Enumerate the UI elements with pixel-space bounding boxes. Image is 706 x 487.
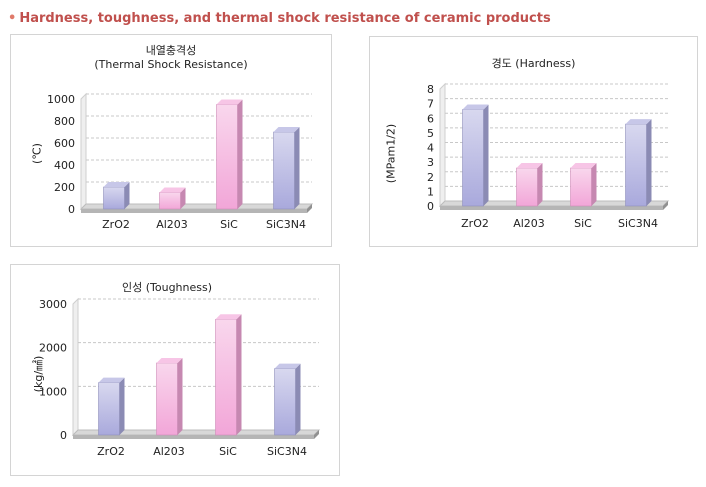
bar-top — [156, 357, 183, 363]
bar-side — [646, 119, 652, 206]
bar-top — [103, 182, 130, 187]
y-tick-label: 0 — [60, 429, 67, 442]
x-tick-label: SiC3N4 — [266, 218, 306, 231]
bar-top — [516, 162, 543, 168]
x-tick-label: ZrO2 — [102, 218, 130, 231]
bar-front — [625, 123, 647, 207]
bar-front — [516, 167, 538, 207]
chart-title-line1: 내열충격성 — [145, 44, 197, 57]
bar-side — [119, 377, 125, 435]
toughness-bar-chart: 0 1000 2000 3000 ZrO2 Al203 SiC SiC3N4 — [39, 297, 321, 458]
bar-side — [537, 162, 543, 206]
bar-side — [294, 127, 300, 209]
x-tick-label: Al203 — [153, 445, 185, 458]
bar-top — [159, 187, 186, 193]
bar-top — [462, 104, 489, 110]
y-tick-label: 7 — [427, 98, 434, 111]
bar-front — [215, 318, 237, 436]
bar-side — [483, 104, 489, 206]
bar-front — [216, 104, 238, 210]
bullet-icon: • — [8, 11, 17, 26]
bar-side — [591, 162, 597, 206]
chart-floor-edge — [81, 209, 307, 213]
hardness-bar-chart: 0 12 34 5 67 8 ZrO2 Al203 SiC SiC3N4 — [427, 82, 670, 230]
bar-front — [274, 368, 296, 436]
toughness-chart-panel: 인성 (Toughness) (kg/㎟) 0 1000 2000 3000 ZrO2 A… — [10, 264, 340, 476]
chart-left-wall — [439, 82, 446, 208]
bar-side — [237, 99, 243, 209]
bar-top — [273, 127, 300, 132]
bar-front — [98, 382, 120, 436]
bar-side — [295, 363, 301, 435]
x-tick-label: ZrO2 — [97, 445, 125, 458]
x-tick-label: Al203 — [156, 218, 188, 231]
x-tick-label: SiC — [219, 445, 237, 458]
page-heading: • Hardness, toughness, and thermal shock … — [8, 11, 551, 26]
y-tick-label: 2 — [427, 171, 434, 184]
y-tick-label: 0 — [68, 203, 75, 216]
bar-front — [273, 131, 295, 210]
y-tick-label: 5 — [427, 127, 434, 140]
chart-floor-side — [314, 430, 319, 439]
x-tick-label: Al203 — [513, 217, 545, 230]
y-tick-label: 4 — [427, 142, 434, 155]
page-title: Hardness, toughness, and thermal shock r… — [19, 11, 551, 26]
chart-title-line1: 경도 (Hardness) — [491, 57, 576, 70]
chart-left-wall — [72, 297, 79, 437]
bar-top — [625, 119, 652, 125]
chart-floor-edge — [440, 206, 663, 210]
y-tick-label: 800 — [54, 115, 75, 128]
bar-side — [236, 314, 242, 435]
bar-top — [98, 377, 125, 383]
chart-floor-edge — [73, 435, 314, 439]
y-tick-label: 1 — [427, 185, 434, 198]
x-tick-label: ZrO2 — [461, 217, 489, 230]
y-tick-label: 1000 — [47, 93, 75, 106]
y-tick-label: 1000 — [39, 385, 67, 398]
x-tick-label: SiC3N4 — [618, 217, 658, 230]
y-tick-label: 8 — [427, 83, 434, 96]
y-tick-label: 3 — [427, 156, 434, 169]
x-tick-label: SiC3N4 — [267, 445, 307, 458]
y-tick-label: 600 — [54, 137, 75, 150]
thermal-shock-bar-chart: 0 200 400 600 800 1000 ZrO2 Al203 SiC SiC3N4 — [47, 92, 314, 231]
y-tick-label: 200 — [54, 181, 75, 194]
bar-top — [274, 363, 301, 369]
bar-side — [124, 182, 130, 209]
bar-top — [216, 99, 243, 105]
bar-side — [180, 187, 186, 209]
y-tick-label: 3000 — [39, 298, 67, 311]
chart-title-line1: 인성 (Toughness) — [121, 281, 213, 294]
bar-top — [570, 162, 597, 168]
bar-side — [177, 357, 183, 435]
y-tick-label: 2000 — [39, 342, 67, 355]
chart-floor-side — [663, 201, 668, 210]
chart-left-wall — [80, 92, 87, 211]
x-tick-label: SiC — [574, 217, 592, 230]
bar-top — [215, 314, 242, 320]
thermal-shock-chart-panel: 내열충격성 (Thermal Shock Resistance) (℃) 0 20… — [10, 34, 332, 247]
x-tick-label: SiC — [220, 218, 238, 231]
bar-front — [103, 186, 125, 210]
bar-front — [570, 167, 592, 207]
y-tick-label: 6 — [427, 112, 434, 125]
y-tick-label: 400 — [54, 159, 75, 172]
bar-front — [156, 362, 178, 436]
hardness-chart-panel: 경도 (Hardness) (MPam1/2) 0 1 2 3 4 5 6 7 8 ZrO2 Al2… — [369, 36, 698, 247]
chart-floor-side — [307, 204, 312, 213]
chart-title-line2: (Thermal Shock Resistance) — [94, 58, 248, 71]
bar-front — [159, 192, 181, 210]
y-tick-label: 0 — [427, 200, 434, 213]
bar-front — [462, 109, 484, 207]
